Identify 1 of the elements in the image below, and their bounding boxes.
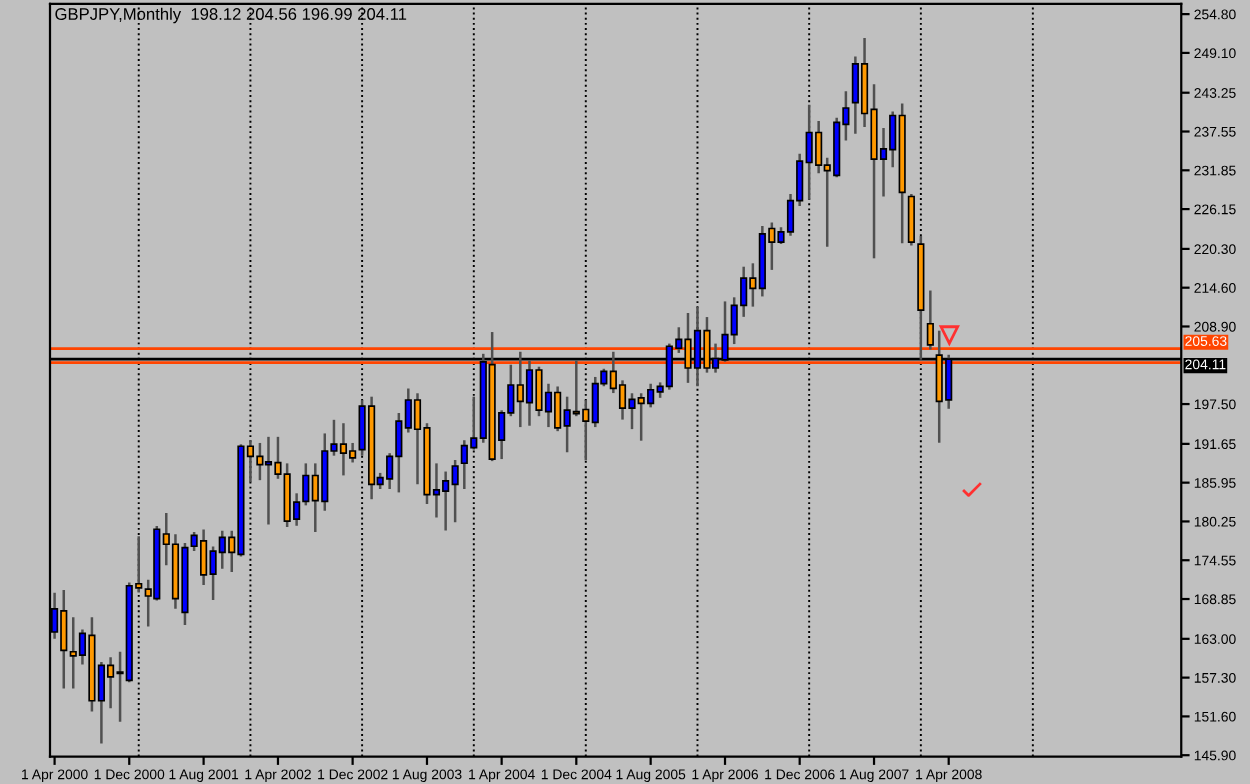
- chart-title: GBPJPY,Monthly 198.12 204.56 196.99 204.11: [55, 7, 407, 24]
